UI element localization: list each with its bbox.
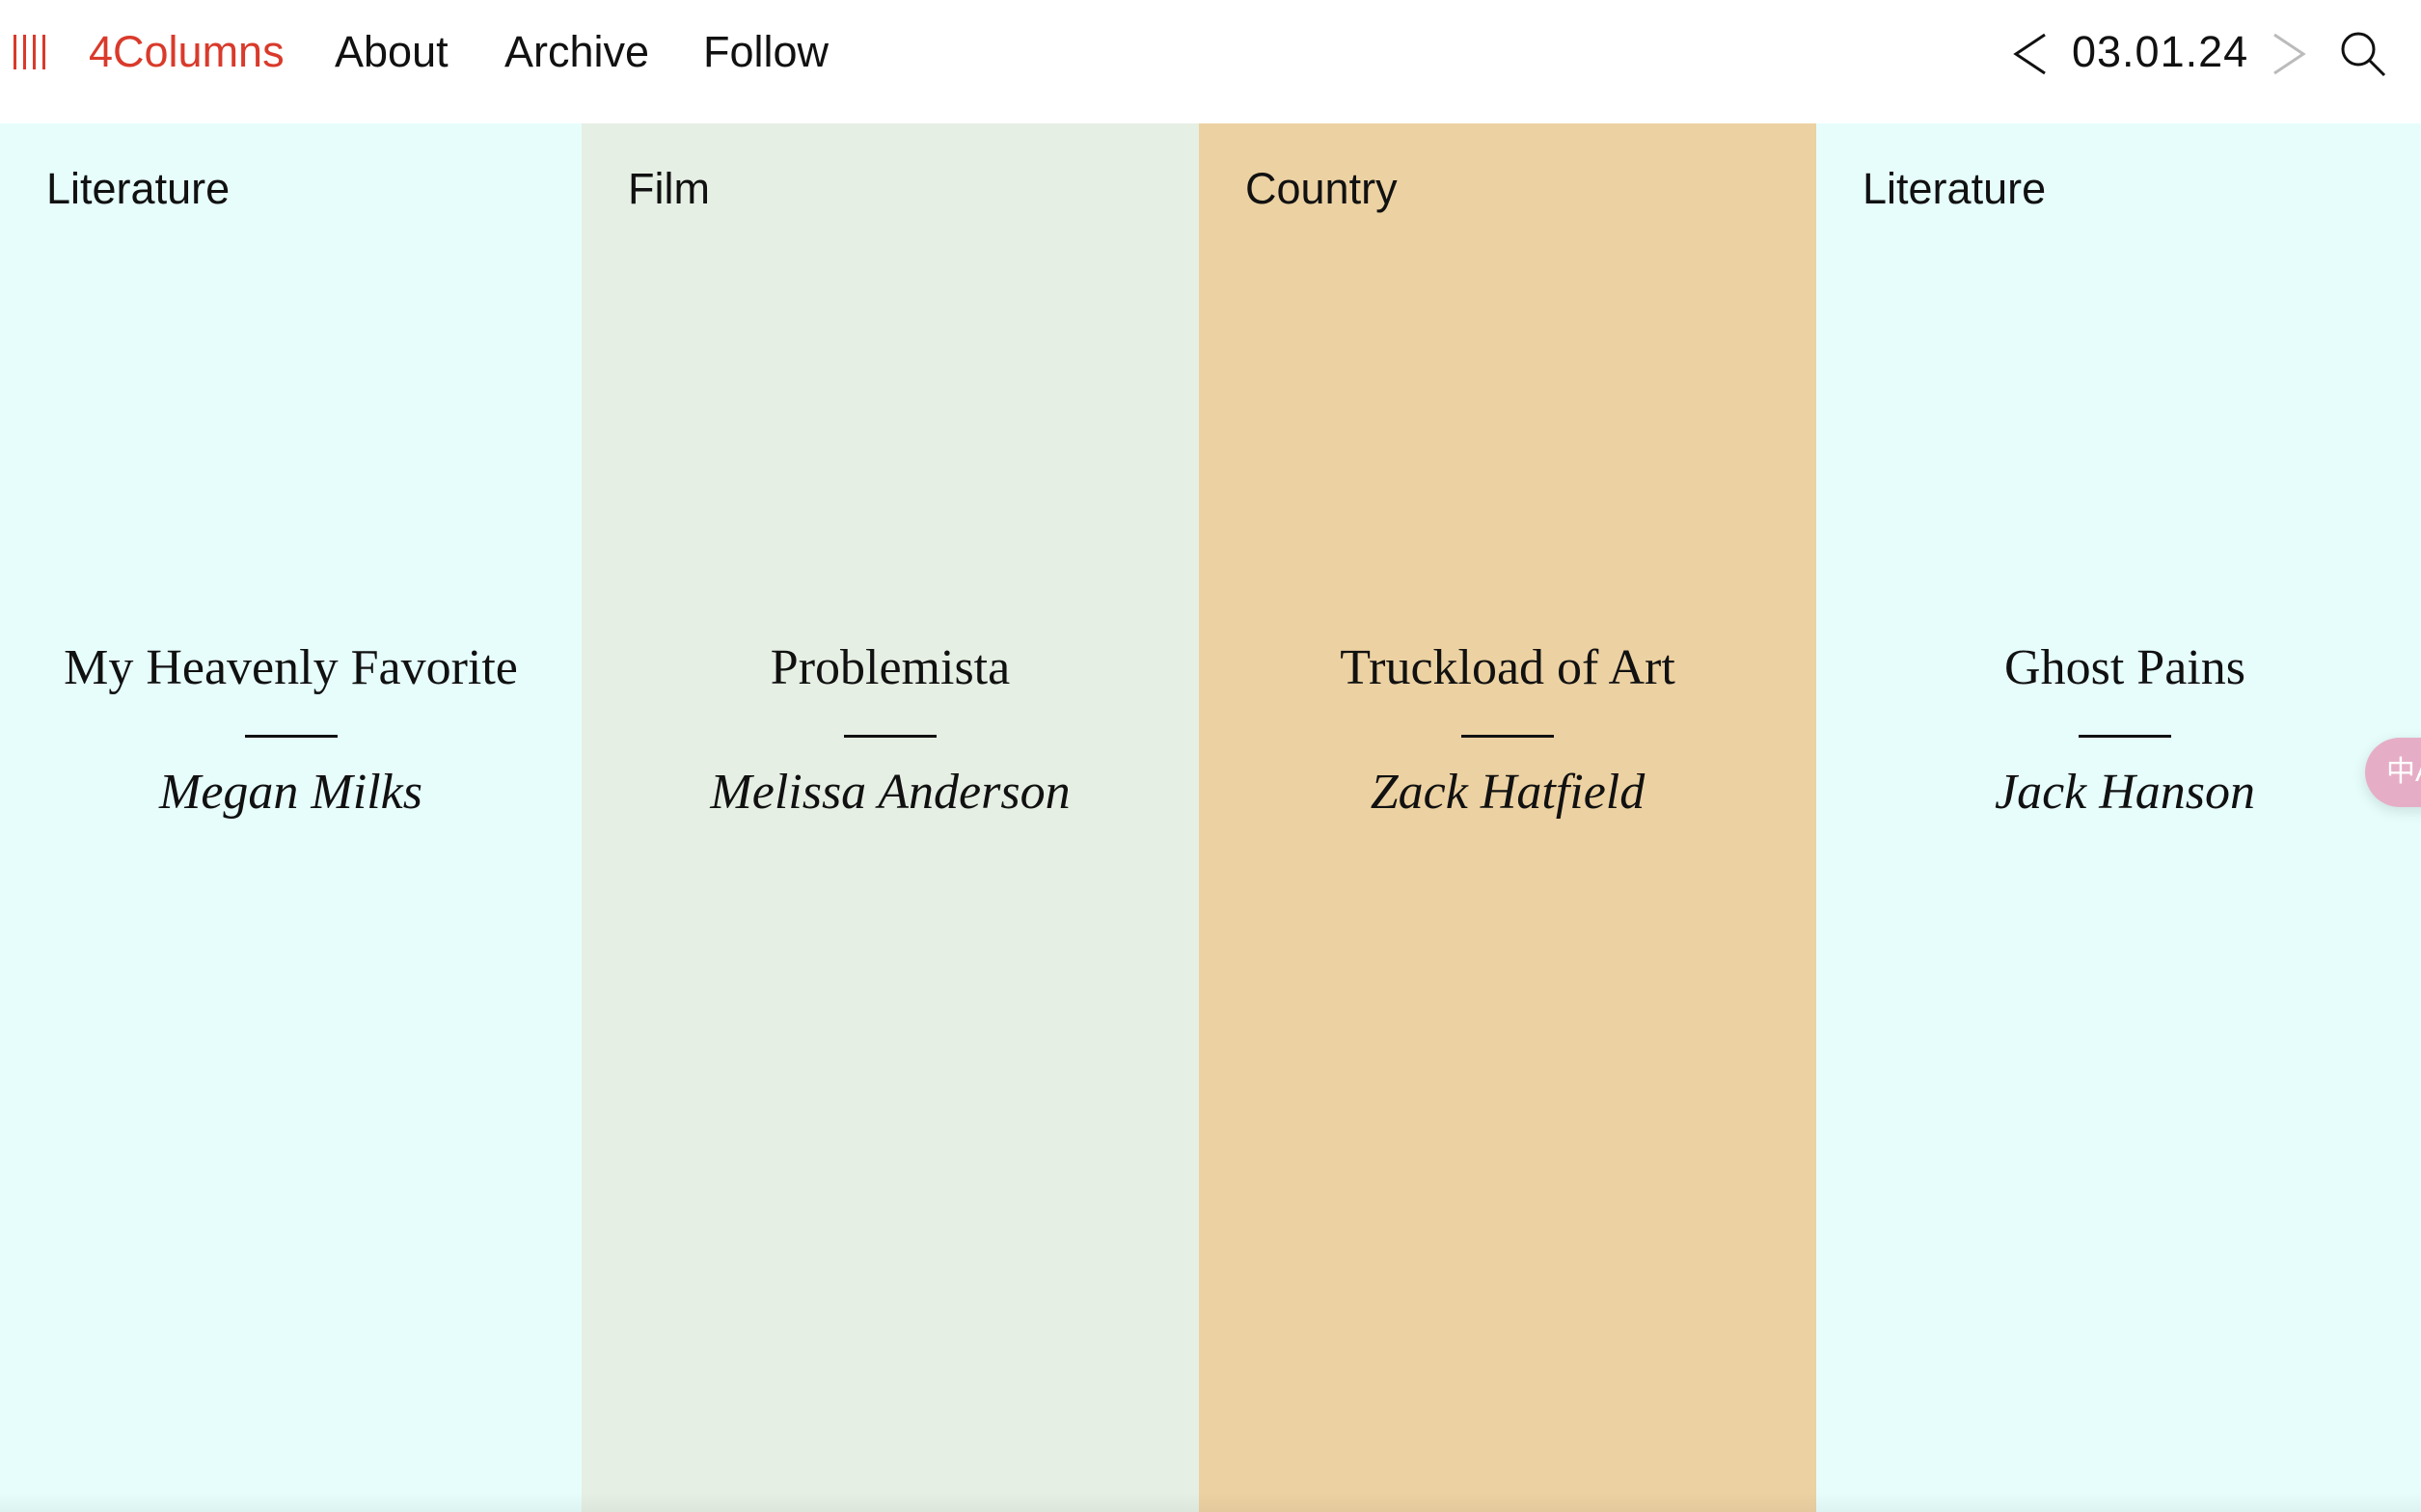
category-label[interactable]: Country bbox=[1245, 164, 1398, 213]
chevron-right-icon[interactable] bbox=[2269, 31, 2311, 77]
divider bbox=[2078, 735, 2171, 738]
issue-date: 03.01.24 bbox=[2072, 27, 2249, 76]
article-author[interactable]: Melissa Anderson bbox=[710, 765, 1071, 820]
category-label[interactable]: Literature bbox=[46, 164, 231, 213]
nav-follow[interactable]: Follow bbox=[703, 27, 830, 76]
nav-archive[interactable]: Archive bbox=[504, 27, 650, 76]
translate-icon: 中A bbox=[2386, 756, 2421, 788]
divider bbox=[244, 735, 338, 738]
column-country[interactable]: Country Truckload of Art Zack Hatfield bbox=[1199, 123, 1816, 1512]
divider bbox=[844, 735, 937, 738]
translate-button[interactable]: 中A bbox=[2365, 738, 2421, 807]
article-title[interactable]: Ghost Pains bbox=[2004, 640, 2245, 695]
article-title[interactable]: Problemista bbox=[770, 640, 1011, 695]
article-title[interactable]: Truckload of Art bbox=[1340, 640, 1675, 695]
bottom-shadow bbox=[0, 1493, 2421, 1512]
nav-about[interactable]: About bbox=[335, 27, 449, 76]
search-icon[interactable] bbox=[2338, 29, 2388, 79]
article-author[interactable]: Zack Hatfield bbox=[1370, 765, 1646, 820]
chevron-left-icon[interactable] bbox=[2010, 31, 2053, 77]
category-label[interactable]: Literature bbox=[1863, 164, 2047, 213]
column-literature-2[interactable]: Literature Ghost Pains Jack Hanson bbox=[1816, 123, 2421, 1512]
column-film[interactable]: Film Problemista Melissa Anderson bbox=[582, 123, 1199, 1512]
divider bbox=[1461, 735, 1554, 738]
top-nav: 4Columns About Archive Follow 03.01.24 bbox=[0, 0, 2421, 123]
article-author[interactable]: Jack Hanson bbox=[1994, 765, 2256, 820]
four-bars-icon[interactable] bbox=[14, 35, 45, 69]
category-label[interactable]: Film bbox=[628, 164, 710, 213]
article-title[interactable]: My Heavenly Favorite bbox=[64, 640, 518, 695]
column-literature[interactable]: Literature My Heavenly Favorite Megan Mi… bbox=[0, 123, 582, 1512]
article-author[interactable]: Megan Milks bbox=[159, 765, 422, 820]
brand-link[interactable]: 4Columns bbox=[89, 27, 285, 76]
